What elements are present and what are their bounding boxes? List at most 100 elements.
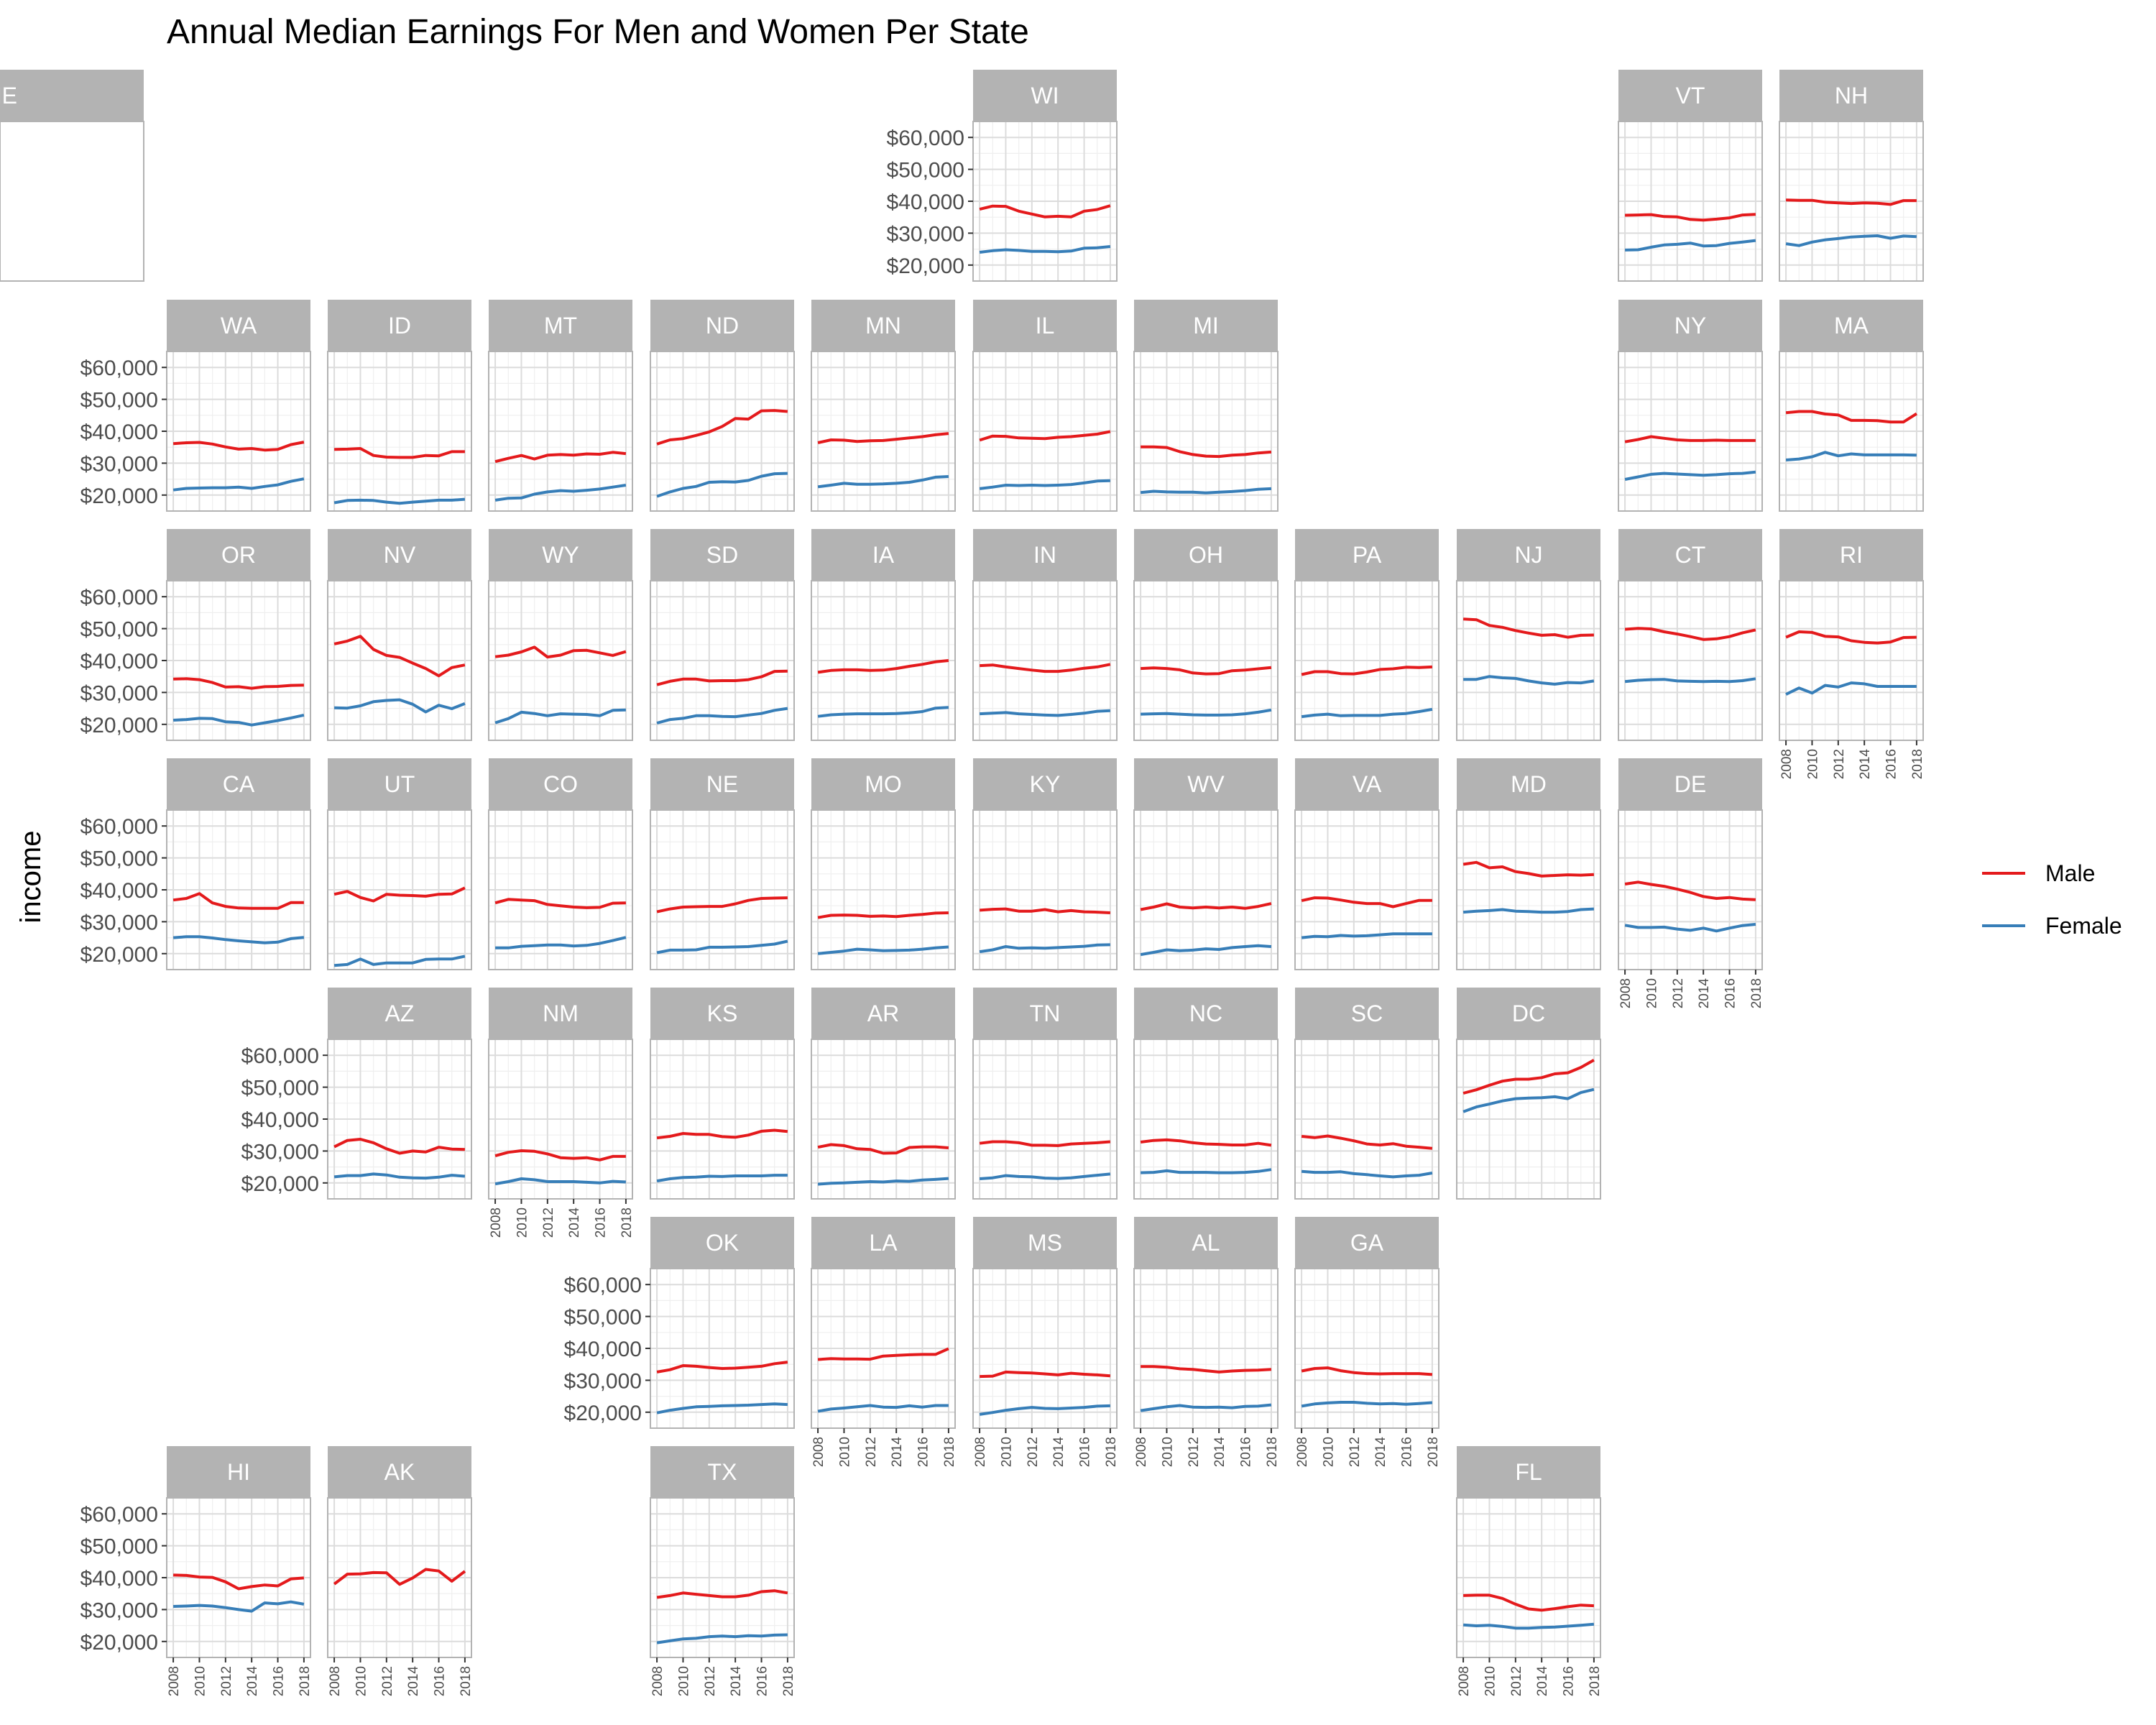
series-line-female [1462,907,1594,914]
panel-la: LA 2008 2010 2012 2014 2016 2018 [811,1217,957,1467]
series-line-female [979,943,1110,954]
strip-background [811,1217,955,1269]
series-line-female [334,698,466,714]
x-tick-label: 2008 [1618,978,1634,1008]
strip-background [1134,988,1278,1039]
y-tick-label: $20,000 [241,1172,319,1196]
panel-border [1294,1268,1439,1429]
series-line-female [1301,707,1433,719]
strip-background [1618,758,1762,810]
series-line-male [494,645,627,659]
strip-label: ID [388,313,411,339]
strip-label: MN [865,313,901,339]
panel-ia: IA [811,529,956,741]
strip-label: VT [1676,83,1705,109]
strip-background [811,988,955,1039]
series-line-female [1141,1168,1272,1174]
strip-background [973,758,1117,810]
strip-label: WI [1031,83,1059,109]
series-line-male [817,1347,949,1361]
series-line-male [334,447,465,459]
x-tick-label: 2014 [1858,749,1873,780]
strip-label: AZ [385,1000,415,1026]
panel-nd: ND [650,300,795,512]
panel-hi: HI $20,000 $30,000 $40,000 $50,000 $60,000 200… [80,1446,313,1696]
panel-border [972,1268,1118,1429]
y-tick-label: $30,000 [80,681,158,705]
series-line-female [1624,470,1756,481]
series-line-female [656,1174,788,1183]
strip-background [1457,1446,1600,1498]
strip-background [1779,300,1923,351]
panel-or: OR $20,000 $30,000 $40,000 $50,000 $60,000 [80,529,311,741]
x-tick-label: 2008 [1134,1437,1149,1467]
series-line-male [1301,1134,1433,1150]
strip-label: IL [1036,313,1055,339]
y-tick-label: $40,000 [241,1108,319,1132]
series-line-male [979,204,1111,218]
x-tick-label: 2008 [1457,1666,1472,1696]
legend: Male Female [1982,860,2122,939]
strip-background [489,758,632,810]
series-line-female [656,472,788,498]
panel-wa: WA $20,000 $30,000 $40,000 $50,000 $60,000 [80,300,311,512]
x-tick-label: 2014 [729,1666,744,1697]
x-tick-label: 2010 [354,1666,369,1696]
panel-border [1618,121,1763,282]
strip-label: MD [1511,771,1547,797]
x-tick-label: 2010 [999,1437,1014,1467]
x-tick-label: 2008 [328,1666,343,1696]
series-line-female [173,713,305,727]
x-tick-label: 2018 [298,1666,313,1696]
series-line-female [494,1177,626,1186]
panel-background [0,121,144,282]
panel-tx: TX 2008 2010 2012 2014 2016 2018 [650,1446,796,1696]
series-line-female [979,1404,1110,1416]
x-tick-label: 2014 [1535,1666,1550,1697]
panel-in: IN [972,529,1118,741]
series-line-male [1624,627,1756,641]
panel-border [650,1497,795,1658]
strip-background [973,70,1117,121]
y-tick-label: $40,000 [887,190,964,214]
panel-border [327,809,472,970]
y-tick-label: $50,000 [241,1077,319,1100]
strip-background [1618,70,1762,121]
panel-ne: NE [650,758,795,970]
strip-label: NV [384,542,416,568]
x-tick-label: 2008 [1779,749,1795,779]
strip-background [1134,1217,1278,1269]
strip-background [650,1217,794,1269]
panel-az: AZ $20,000 $30,000 $40,000 $50,000 $60,000 [241,988,472,1200]
series-line-male [1785,630,1917,645]
x-tick-label: 2012 [1348,1437,1363,1467]
series-line-male [817,1143,949,1155]
panel-pa: PA [1294,529,1439,741]
panel-me: ME [0,70,144,282]
x-tick-label: 2012 [1509,1666,1524,1696]
panel-border [811,1268,956,1429]
strip-label: CT [1675,542,1706,568]
x-tick-label: 2012 [219,1666,234,1696]
y-tick-label: $30,000 [80,452,158,476]
strip-background [1618,300,1762,351]
x-tick-label: 2016 [755,1666,770,1696]
strip-label: LA [869,1230,898,1256]
x-tick-label: 2016 [1400,1437,1415,1467]
panel-border [811,1039,956,1200]
panel-border [488,351,633,512]
x-tick-label: 2016 [1884,749,1899,779]
series-line-female [172,935,305,944]
series-line-male [1141,1365,1271,1374]
strip-background [1779,529,1923,581]
strip-background [167,1446,310,1498]
x-tick-label: 2010 [1483,1666,1498,1696]
y-tick-label: $20,000 [80,714,158,737]
series-line-male [1785,410,1917,424]
strip-label: NY [1674,313,1706,339]
panel-il: IL [972,300,1118,512]
series-line-female [817,475,949,489]
x-tick-label: 2010 [1644,978,1659,1008]
x-tick-label: 2014 [1697,978,1712,1009]
y-tick-label: $20,000 [80,1631,158,1655]
